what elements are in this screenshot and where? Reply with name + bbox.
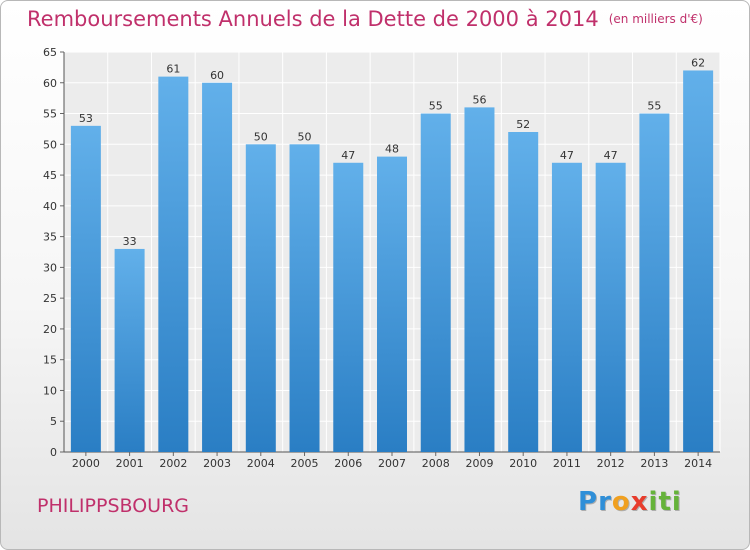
- value-label-2006: 47: [341, 149, 355, 162]
- x-tick-label-2009: 2009: [465, 457, 493, 470]
- bar-2011: [551, 162, 582, 452]
- y-tick-label: 20: [43, 323, 57, 336]
- y-tick-label: 55: [43, 108, 57, 121]
- logo-letter: i: [648, 487, 659, 517]
- bar-2000: [70, 125, 101, 452]
- y-tick-label: 50: [43, 138, 57, 151]
- value-label-2005: 50: [298, 130, 312, 143]
- x-tick-label-2011: 2011: [553, 457, 581, 470]
- bar-2009: [464, 107, 495, 452]
- value-label-2004: 50: [254, 130, 268, 143]
- logo-letter: P: [578, 487, 599, 517]
- labels: 0 5 10 15 20 25 30 35 40 45 50 55 60 65 53 2000 33 2001 61…: [43, 46, 712, 470]
- x-tick-label-2004: 2004: [247, 457, 275, 470]
- logo-letter: o: [611, 487, 631, 517]
- bar-2004: [245, 144, 276, 453]
- y-tick-label: 30: [43, 261, 57, 274]
- bar-2012: [595, 162, 626, 452]
- proxiti-logo[interactable]: Proxiti: [578, 487, 682, 517]
- bar-2013: [639, 113, 670, 453]
- y-tick-label: 60: [43, 77, 57, 90]
- x-tick-label-2001: 2001: [116, 457, 144, 470]
- chart-title: Remboursements Annuels de la Dette de 20…: [27, 7, 703, 31]
- bar-2010: [508, 132, 539, 452]
- logo-letter: t: [658, 487, 672, 517]
- value-label-2000: 53: [79, 112, 93, 125]
- y-tick-label: 0: [50, 446, 57, 459]
- bar-2003: [202, 82, 233, 453]
- value-label-2007: 48: [385, 143, 399, 156]
- x-tick-label-2014: 2014: [684, 457, 712, 470]
- value-label-2002: 61: [166, 63, 180, 76]
- bar-2002: [158, 76, 189, 452]
- bar-2008: [420, 113, 451, 453]
- x-tick-label-2006: 2006: [334, 457, 362, 470]
- x-tick-label-2010: 2010: [509, 457, 537, 470]
- bar-2007: [377, 156, 407, 452]
- value-label-2013: 55: [647, 100, 661, 113]
- y-tick-label: 15: [43, 354, 57, 367]
- chart-title-text: Remboursements Annuels de la Dette de 20…: [27, 7, 599, 31]
- bars: [70, 70, 714, 453]
- chart-unit: (en milliers d'€): [608, 12, 703, 26]
- y-tick-label: 25: [43, 292, 57, 305]
- x-tick-label-2012: 2012: [597, 457, 625, 470]
- logo-letter: i: [671, 487, 682, 517]
- x-tick-label-2008: 2008: [422, 457, 450, 470]
- value-label-2003: 60: [210, 69, 224, 82]
- value-label-2014: 62: [691, 56, 705, 69]
- x-tick-label-2002: 2002: [159, 457, 187, 470]
- value-label-2009: 56: [472, 93, 486, 106]
- bar-2006: [333, 162, 364, 452]
- bar-2001: [114, 248, 145, 452]
- y-tick-label: 45: [43, 169, 57, 182]
- value-label-2011: 47: [560, 149, 574, 162]
- value-label-2001: 33: [123, 235, 137, 248]
- x-tick-label-2013: 2013: [640, 457, 668, 470]
- x-tick-label-2007: 2007: [378, 457, 406, 470]
- bar-2005: [289, 144, 320, 453]
- logo-letter: x: [630, 487, 649, 517]
- y-tick-label: 10: [43, 384, 57, 397]
- x-tick-label-2005: 2005: [291, 457, 319, 470]
- x-tick-label-2000: 2000: [72, 457, 100, 470]
- logo-letter: r: [598, 487, 612, 517]
- y-tick-label: 40: [43, 200, 57, 213]
- y-tick-label: 5: [50, 415, 57, 428]
- bar-2014: [683, 70, 714, 452]
- y-tick-label: 65: [43, 46, 57, 59]
- value-label-2012: 47: [604, 149, 618, 162]
- value-label-2010: 52: [516, 118, 530, 131]
- city-name: PHILIPPSBOURG: [37, 495, 189, 517]
- y-tick-label: 35: [43, 231, 57, 244]
- x-tick-label-2003: 2003: [203, 457, 231, 470]
- value-label-2008: 55: [429, 100, 443, 113]
